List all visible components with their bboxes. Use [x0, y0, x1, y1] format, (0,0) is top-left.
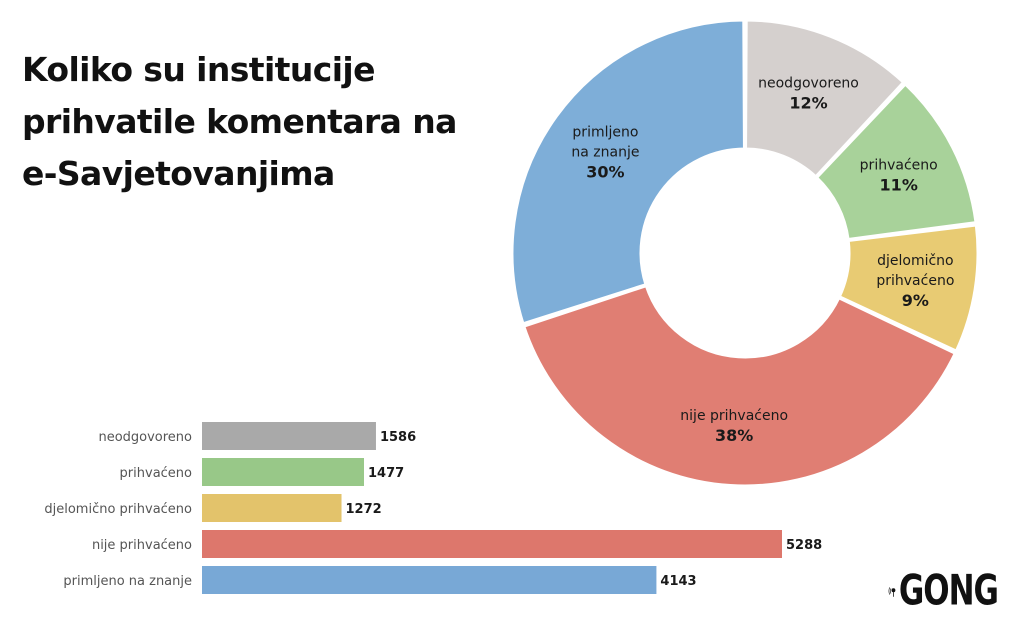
bar-2: [202, 494, 342, 522]
donut-slice-4: [510, 18, 746, 326]
donut-slice-0: [744, 18, 906, 179]
bar-value-label-2: 1272: [346, 502, 382, 517]
donut-label-1-0: prihvaćeno: [860, 158, 938, 174]
bar-chart: neodgovoreno 1586 prihvaćeno 1477 djelomično…: [44, 422, 822, 594]
donut-label-4-1: na znanje: [571, 145, 639, 161]
donut-label-2-0: djelomično: [877, 253, 954, 269]
title-line-3: e-Savjetovanjima: [22, 154, 335, 193]
bar-value-label-1: 1477: [368, 466, 404, 481]
gong-mallet-icon: [888, 587, 896, 597]
donut-percent-3: 38%: [715, 426, 753, 445]
donut-label-0-0: neodgovoreno: [758, 76, 859, 92]
bar-category-label-2: djelomično prihvaćeno: [44, 502, 192, 517]
bar-category-label-4: primljeno na znanje: [63, 574, 192, 589]
bar-value-label-0: 1586: [380, 430, 416, 445]
bar-category-label-1: prihvaćeno: [120, 466, 192, 481]
donut-percent-0: 12%: [789, 94, 827, 113]
bar-1: [202, 458, 365, 486]
donut-slice-1: [814, 81, 978, 242]
donut-percent-1: 11%: [880, 176, 918, 195]
gong-logo: GONG: [888, 566, 999, 616]
title-line-1: Koliko su institucije: [22, 50, 376, 89]
donut-label-2-1: prihvaćeno: [876, 273, 954, 289]
logo-text: GONG: [898, 566, 999, 616]
donut-slice-2: [837, 223, 980, 354]
bar-value-label-3: 5288: [786, 538, 822, 553]
donut-percent-4: 30%: [586, 163, 624, 182]
bar-3: [202, 530, 782, 558]
chart-title: Koliko su institucije prihvatile komenta…: [22, 44, 492, 200]
bar-0: [202, 422, 376, 450]
donut-slice-3: [521, 283, 958, 488]
bar-4: [202, 566, 657, 594]
bar-category-label-0: neodgovoreno: [98, 430, 192, 445]
donut-percent-2: 9%: [902, 291, 929, 310]
donut-label-3-0: nije prihvaćeno: [680, 408, 788, 424]
bar-category-label-3: nije prihvaćeno: [92, 538, 192, 553]
title-line-2: prihvatile komentara na: [22, 102, 457, 141]
donut-label-4-0: primljeno: [572, 125, 638, 141]
bar-value-label-4: 4143: [660, 574, 696, 589]
